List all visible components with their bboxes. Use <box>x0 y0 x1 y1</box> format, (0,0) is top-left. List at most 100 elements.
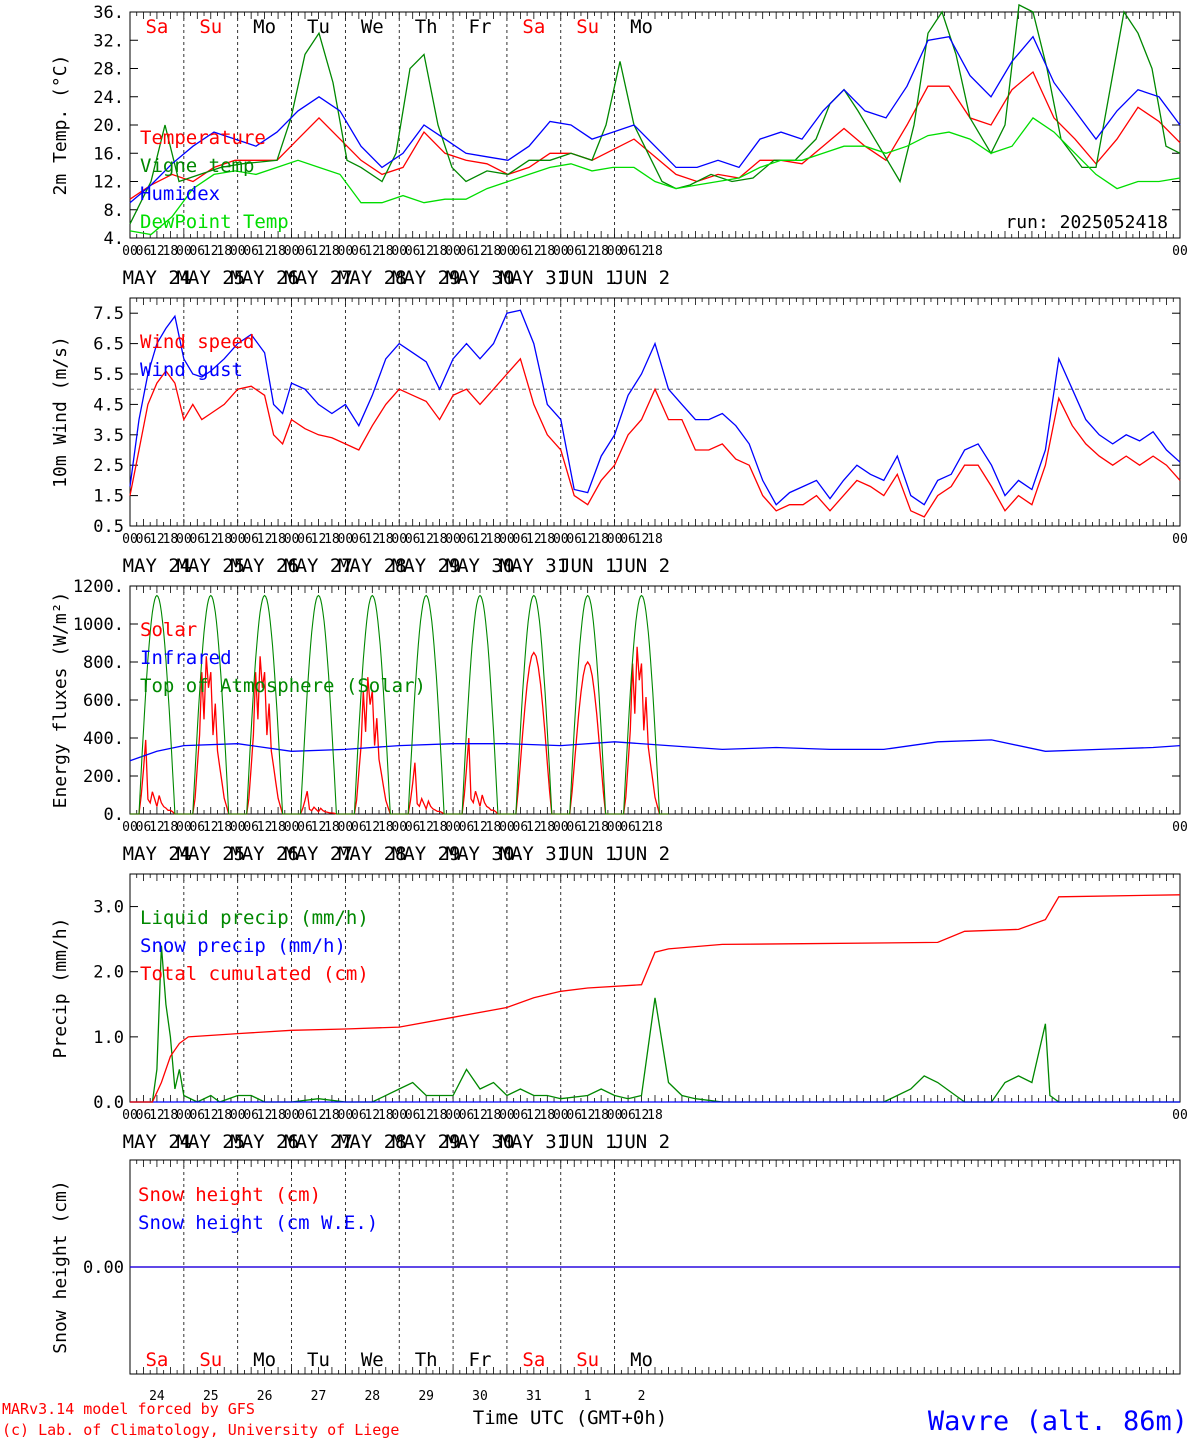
panel-1-annotation: run: 2025052418 <box>1005 212 1168 233</box>
panel-5-day-name: Fr <box>469 1349 492 1371</box>
panel-4-hour-label: 06 <box>459 1108 475 1123</box>
panel-1-hour-label: 12 <box>418 244 434 259</box>
panel-4-hour-label: 00 <box>1172 1108 1188 1123</box>
panel-1-legend-entry: Vigne temp <box>140 155 254 177</box>
panel-3-hour-label: 00 <box>122 820 138 835</box>
panel-3-hour-label: 12 <box>364 820 380 835</box>
panel-3-series-3 <box>291 594 346 815</box>
panel-3-hour-label: 12 <box>472 820 488 835</box>
panel-4-hour-label: 00 <box>176 1108 192 1123</box>
panel-1-hour-label: 06 <box>351 244 367 259</box>
panel-1-date-label: MAY 28 <box>338 267 407 289</box>
panel-2-hour-label: 12 <box>311 532 327 547</box>
panel-3-series-1 <box>506 651 561 815</box>
panel-1-y-axis-label: 2m Temp. (°C) <box>50 55 71 196</box>
panel-3-y-tick-label: 1200. <box>73 577 124 597</box>
panel-3-hour-label: 06 <box>297 820 313 835</box>
panel-1-hour-label: 00 <box>284 244 300 259</box>
panel-3-y-tick-label: 1000. <box>73 615 124 635</box>
panel-1-legend-entry: DewPoint Temp <box>140 211 289 233</box>
panel-4-hour-label: 18 <box>324 1108 340 1123</box>
panel-4-hour-label: 12 <box>418 1108 434 1123</box>
panel-2-hour-label: 18 <box>163 532 179 547</box>
panel-4-hour-label: 00 <box>499 1108 515 1123</box>
panel-4-series-1 <box>130 945 1180 1103</box>
panel-2-date-label: MAY 30 <box>446 555 515 577</box>
panel-2-hour-label: 00 <box>284 532 300 547</box>
panel-3-hour-label: 06 <box>620 820 636 835</box>
panel-2-date-label: MAY 31 <box>500 555 569 577</box>
panel-3-series-3 <box>453 594 507 815</box>
panel-1-hour-label: 18 <box>378 244 394 259</box>
panel-2-date-label: MAY 24 <box>123 555 192 577</box>
panel-3-series-3 <box>614 594 669 815</box>
panel-2-legend-entry: Wind gust <box>140 359 243 381</box>
panel-4-hour-label: 12 <box>149 1108 165 1123</box>
panel-1-hour-label: 06 <box>620 244 636 259</box>
panel-4-hour-label: 18 <box>163 1108 179 1123</box>
panel-1-y-tick-label: 20. <box>93 116 124 136</box>
panel-3-hour-label: 06 <box>189 820 205 835</box>
panel-4-date-label: MAY 25 <box>176 1131 245 1153</box>
bottom-day-number: 29 <box>418 1389 434 1404</box>
panel-3-hour-label: 00 <box>284 820 300 835</box>
panel-1-day-name: Sa <box>145 16 168 38</box>
panel-1-day-name: Th <box>415 16 438 38</box>
panel-3-hour-label: 12 <box>526 820 542 835</box>
panel-4-y-tick-label: 1.0 <box>93 1028 124 1048</box>
panel-3-hour-label: 00 <box>176 820 192 835</box>
panel-2-hour-label: 12 <box>472 532 488 547</box>
panel-3-series-3 <box>399 594 454 815</box>
panel-2-hour-label: 18 <box>324 532 340 547</box>
panel-4-hour-label: 00 <box>445 1108 461 1123</box>
panel-3-hour-label: 12 <box>203 820 219 835</box>
panel-4-y-tick-label: 0.0 <box>93 1093 124 1113</box>
panel-2-date-label: JUN 2 <box>613 555 670 577</box>
panel-3-y-tick-label: 600. <box>83 691 124 711</box>
panel-3-series-3 <box>183 594 238 815</box>
panel-3-hour-label: 00 <box>607 820 623 835</box>
panel-3-date-label: JUN 2 <box>613 843 670 865</box>
panel-1-day-name: We <box>361 16 384 38</box>
panel-1-hour-label: 18 <box>539 244 555 259</box>
panel-3-hour-label: 06 <box>136 820 152 835</box>
panel-2-hour-label: 18 <box>593 532 609 547</box>
panel-4-hour-label: 00 <box>338 1108 354 1123</box>
bottom-day-number: 28 <box>364 1389 380 1404</box>
panel-1-y-tick-label: 16. <box>93 144 124 164</box>
panel-4-hour-label: 12 <box>634 1108 650 1123</box>
panel-2-hour-label: 06 <box>136 532 152 547</box>
panel-4-date-label: JUN 1 <box>559 1131 616 1153</box>
panel-2-hour-label: 12 <box>257 532 273 547</box>
panel-1-hour-label: 18 <box>270 244 286 259</box>
panel-1-hour-label: 18 <box>432 244 448 259</box>
panel-5-legend-entry: Snow height (cm) <box>138 1184 321 1206</box>
panel-1-hour-label: 06 <box>459 244 475 259</box>
panel-1-hour-label: 12 <box>203 244 219 259</box>
panel-4-hour-label: 12 <box>364 1108 380 1123</box>
panel-2-y-tick-label: 1.5 <box>93 487 124 507</box>
panel-4-hour-label: 18 <box>432 1108 448 1123</box>
panel-4-hour-label: 18 <box>270 1108 286 1123</box>
panel-3-y-tick-label: 400. <box>83 729 124 749</box>
panel-2-series-2 <box>129 309 1181 506</box>
panel-3-frame <box>129 585 1181 815</box>
panel-1-day-name: Fr <box>469 16 492 38</box>
panel-1-hour-label: 06 <box>513 244 529 259</box>
panel-1-series-3 <box>129 35 1181 204</box>
panel-2-hour-label: 06 <box>297 532 313 547</box>
panel-2-hour-label: 06 <box>620 532 636 547</box>
panel-3-date-label: MAY 24 <box>123 843 192 865</box>
panel-1-hour-label: 00 <box>607 244 623 259</box>
panel-4-y-tick-label: 2.0 <box>93 963 124 983</box>
panel-2-y-tick-label: 6.5 <box>93 335 124 355</box>
panel-4-date-label: MAY 27 <box>284 1131 353 1153</box>
panel-4-legend-entry: Total cumulated (cm) <box>140 963 369 985</box>
panel-1-day-name: Mo <box>253 16 276 38</box>
panel-1-hour-label: 00 <box>122 244 138 259</box>
panel-4-hour-label: 00 <box>607 1108 623 1123</box>
panel-3-hour-label: 18 <box>270 820 286 835</box>
panel-2-y-tick-label: 5.5 <box>93 365 124 385</box>
panel-1-date-label: MAY 27 <box>284 267 353 289</box>
